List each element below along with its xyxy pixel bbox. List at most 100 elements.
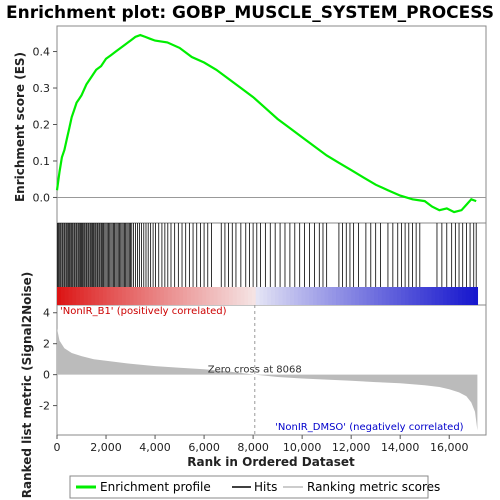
colorbar-segment	[404, 287, 410, 305]
positive-correlation-label: 'NonIR_B1' (positively correlated)	[60, 306, 227, 317]
x-tick-label: 6,000	[188, 441, 220, 454]
colorbar-segment	[313, 287, 318, 305]
colorbar-segment	[343, 287, 349, 305]
colorbar-segment	[240, 287, 245, 305]
colorbar-segment	[290, 287, 295, 305]
colorbar-segment	[462, 287, 467, 305]
colorbar-segment	[263, 287, 268, 305]
colorbar-segment	[446, 287, 452, 305]
colorbar-segment	[137, 287, 142, 305]
colorbar-segment	[316, 287, 322, 305]
metric-y-axis-label: Ranked list metric (Signal2Noise)	[20, 272, 34, 499]
colorbar-segment	[186, 287, 192, 305]
colorbar-segment	[339, 287, 345, 305]
colorbar-segment	[213, 287, 219, 305]
colorbar-segment	[324, 287, 329, 305]
x-tick-label: 12,000	[332, 441, 371, 454]
colorbar-segment	[305, 287, 310, 305]
colorbar-segment	[420, 287, 425, 305]
colorbar-segment	[144, 287, 150, 305]
colorbar-segment	[370, 287, 375, 305]
colorbar-segment	[79, 287, 85, 305]
colorbar-segment	[378, 287, 383, 305]
colorbar-segment	[393, 287, 398, 305]
colorbar-segment	[87, 287, 92, 305]
colorbar-segment	[76, 287, 81, 305]
legend: Enrichment profile Hits Ranking metric s…	[69, 475, 440, 499]
colorbar-segment	[64, 287, 70, 305]
colorbar-segment	[83, 287, 89, 305]
colorbar-segment	[358, 287, 364, 305]
metric-y-tick-label: 4	[43, 307, 50, 320]
x-tick-label: 14,000	[381, 441, 420, 454]
colorbar-segment	[309, 287, 314, 305]
colorbar-segment	[225, 287, 230, 305]
colorbar-segment	[381, 287, 387, 305]
colorbar-segment	[175, 287, 180, 305]
x-tick-label: 2,000	[90, 441, 122, 454]
colorbar-segment	[297, 287, 303, 305]
colorbar-segment	[473, 287, 479, 305]
es-y-tick-label: 0.3	[33, 82, 51, 95]
metric-y-axis: 4 2 0 -2	[39, 307, 57, 413]
colorbar-segment	[439, 287, 444, 305]
colorbar-segment	[271, 287, 276, 305]
colorbar-segment	[278, 287, 284, 305]
colorbar-segment	[156, 287, 161, 305]
colorbar-segment	[171, 287, 177, 305]
colorbar-segment	[221, 287, 226, 305]
colorbar-segment	[206, 287, 211, 305]
colorbar-segment	[251, 287, 257, 305]
colorbar-segment	[458, 287, 463, 305]
colorbar-segment	[400, 287, 406, 305]
colorbar-segment	[179, 287, 184, 305]
colorbar-segment	[423, 287, 429, 305]
colorbar-segment	[465, 287, 471, 305]
colorbar-segment	[469, 287, 475, 305]
colorbar-segment	[362, 287, 368, 305]
colorbar-segment	[152, 287, 157, 305]
colorbar-segment	[133, 287, 138, 305]
colorbar-segment	[114, 287, 119, 305]
colorbar-segment	[236, 287, 242, 305]
colorbar-segment	[194, 287, 200, 305]
rank-colorbar	[57, 287, 479, 305]
es-y-axis-label: Enrichment score (ES)	[13, 52, 27, 202]
colorbar-segment	[125, 287, 131, 305]
es-y-axis: 0.0 0.1 0.2 0.3 0.4	[33, 46, 57, 204]
chart-title: Enrichment plot: GOBP_MUSCLE_SYSTEM_PROC…	[6, 3, 494, 23]
enrichment-profile-line	[55, 33, 477, 214]
colorbar-segment	[355, 287, 360, 305]
colorbar-segment	[374, 287, 379, 305]
x-tick-label: 16,000	[430, 441, 469, 454]
colorbar-segment	[427, 287, 433, 305]
colorbar-segment	[255, 287, 261, 305]
x-tick-label: 8,000	[237, 441, 269, 454]
colorbar-segment	[244, 287, 249, 305]
colorbar-segment	[190, 287, 196, 305]
colorbar-segment	[68, 287, 73, 305]
colorbar-segment	[72, 287, 77, 305]
colorbar-segment	[347, 287, 352, 305]
colorbar-segment	[129, 287, 135, 305]
colorbar-segment	[431, 287, 436, 305]
colorbar-segment	[301, 287, 307, 305]
es-y-tick-label: 0.2	[33, 119, 51, 132]
metric-y-tick-label: -2	[39, 400, 50, 413]
colorbar-segment	[164, 287, 169, 305]
x-tick-label: 0	[54, 441, 61, 454]
x-tick-label: 10,000	[283, 441, 322, 454]
es-panel-frame	[56, 25, 487, 224]
legend-label-metric: Ranking metric scores	[307, 480, 440, 494]
colorbar-segment	[110, 287, 115, 305]
colorbar-segment	[454, 287, 459, 305]
colorbar-segment	[141, 287, 146, 305]
colorbar-segment	[274, 287, 280, 305]
colorbar-segment	[443, 287, 448, 305]
colorbar-segment	[286, 287, 291, 305]
colorbar-segment	[167, 287, 173, 305]
colorbar-segment	[328, 287, 333, 305]
es-y-tick-label: 0.0	[33, 191, 51, 204]
colorbar-segment	[259, 287, 264, 305]
